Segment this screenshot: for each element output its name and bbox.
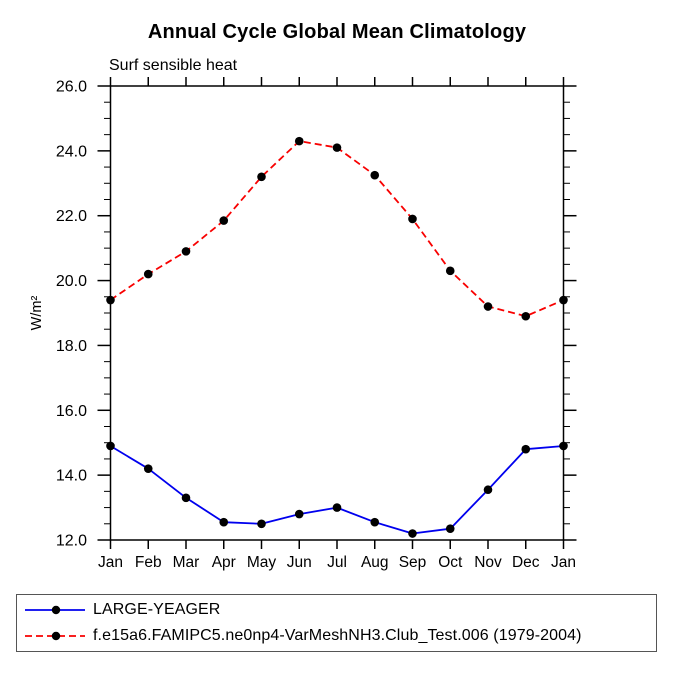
axes (97, 77, 577, 549)
x-tick-label: Jul (327, 554, 347, 571)
y-tick-label: 24.0 (56, 143, 87, 160)
series-0-line (110, 445, 564, 535)
x-tick-label: Nov (474, 554, 502, 571)
data-point-marker (521, 311, 531, 321)
data-point-marker (370, 170, 380, 180)
data-point-marker (106, 295, 115, 305)
series-1-line (109, 140, 564, 318)
data-point-marker (370, 517, 380, 527)
y-tick-label: 14.0 (56, 468, 87, 485)
x-tick-labels: Jan Feb Mar Apr May Jun Jul Aug Sep Oct Nov Dec Jan (98, 554, 576, 571)
chart-title: Annual Cycle Global Mean Climatology (147, 21, 527, 43)
data-point-marker (294, 136, 304, 146)
x-tick-label: Feb (135, 554, 162, 571)
data-point-marker (445, 524, 455, 533)
legend-item-model-case: f.e15a6.FAMIPC5.ne0np4-VarMeshNH3.Club_T… (17, 623, 656, 648)
data-point-marker (106, 441, 115, 451)
data-point-marker (332, 503, 342, 512)
y-tick-label: 12.0 (56, 533, 87, 550)
legend-line-sample-dashed (25, 631, 85, 641)
y-tick-label: 22.0 (56, 208, 87, 225)
legend-label-series-1: f.e15a6.FAMIPC5.ne0np4-VarMeshNH3.Club_T… (93, 626, 582, 644)
x-tick-label: Apr (212, 554, 236, 571)
legend-sample-marker (51, 631, 61, 641)
data-point-marker (483, 302, 493, 311)
legend-item-large-yeager: LARGE-YEAGER (17, 598, 656, 623)
data-point-marker (219, 216, 229, 225)
y-tick-label: 20.0 (56, 273, 87, 290)
legend-label-series-0: LARGE-YEAGER (93, 601, 221, 619)
data-point-marker (257, 519, 266, 529)
data-point-marker (143, 269, 153, 279)
data-point-marker (332, 143, 342, 152)
data-point-marker (483, 485, 493, 495)
data-point-marker (521, 444, 531, 454)
plot-frame (109, 85, 565, 541)
y-tick-label: 26.0 (56, 79, 87, 96)
data-point-marker (143, 464, 153, 473)
data-point-marker (294, 509, 304, 519)
x-tick-label: Jun (287, 554, 312, 571)
y-tick-label: 18.0 (56, 338, 87, 355)
x-tick-label: May (247, 554, 277, 571)
series-0-markers (106, 441, 568, 538)
data-point-marker (257, 172, 266, 182)
x-tick-label: Oct (438, 554, 463, 571)
x-tick-label: Jan (551, 554, 576, 571)
y-tick-label: 16.0 (56, 403, 87, 420)
data-point-marker (181, 493, 191, 503)
data-point-marker (559, 295, 568, 305)
x-tick-label: Mar (173, 554, 200, 571)
x-tick-label: Sep (399, 554, 427, 571)
data-point-marker (445, 266, 455, 276)
legend-sample-marker (51, 605, 61, 615)
data-point-marker (559, 441, 568, 451)
legend-line-sample-solid (25, 605, 85, 615)
data-point-marker (181, 247, 191, 256)
y-tick-labels: 26.0 24.0 22.0 20.0 18.0 16.0 14.0 12.0 (56, 79, 87, 550)
x-tick-label: Jan (98, 554, 123, 571)
data-point-marker (408, 529, 417, 538)
legend-box: LARGE-YEAGER f.e15a6.FAMIPC5.ne0np4-VarM… (16, 594, 657, 652)
x-tick-label: Dec (512, 554, 540, 571)
series-1-markers (106, 136, 568, 321)
data-point-marker (219, 517, 229, 527)
chart-subtitle: Surf sensible heat (109, 57, 238, 74)
data-point-marker (408, 214, 417, 224)
x-tick-label: Aug (361, 554, 389, 571)
